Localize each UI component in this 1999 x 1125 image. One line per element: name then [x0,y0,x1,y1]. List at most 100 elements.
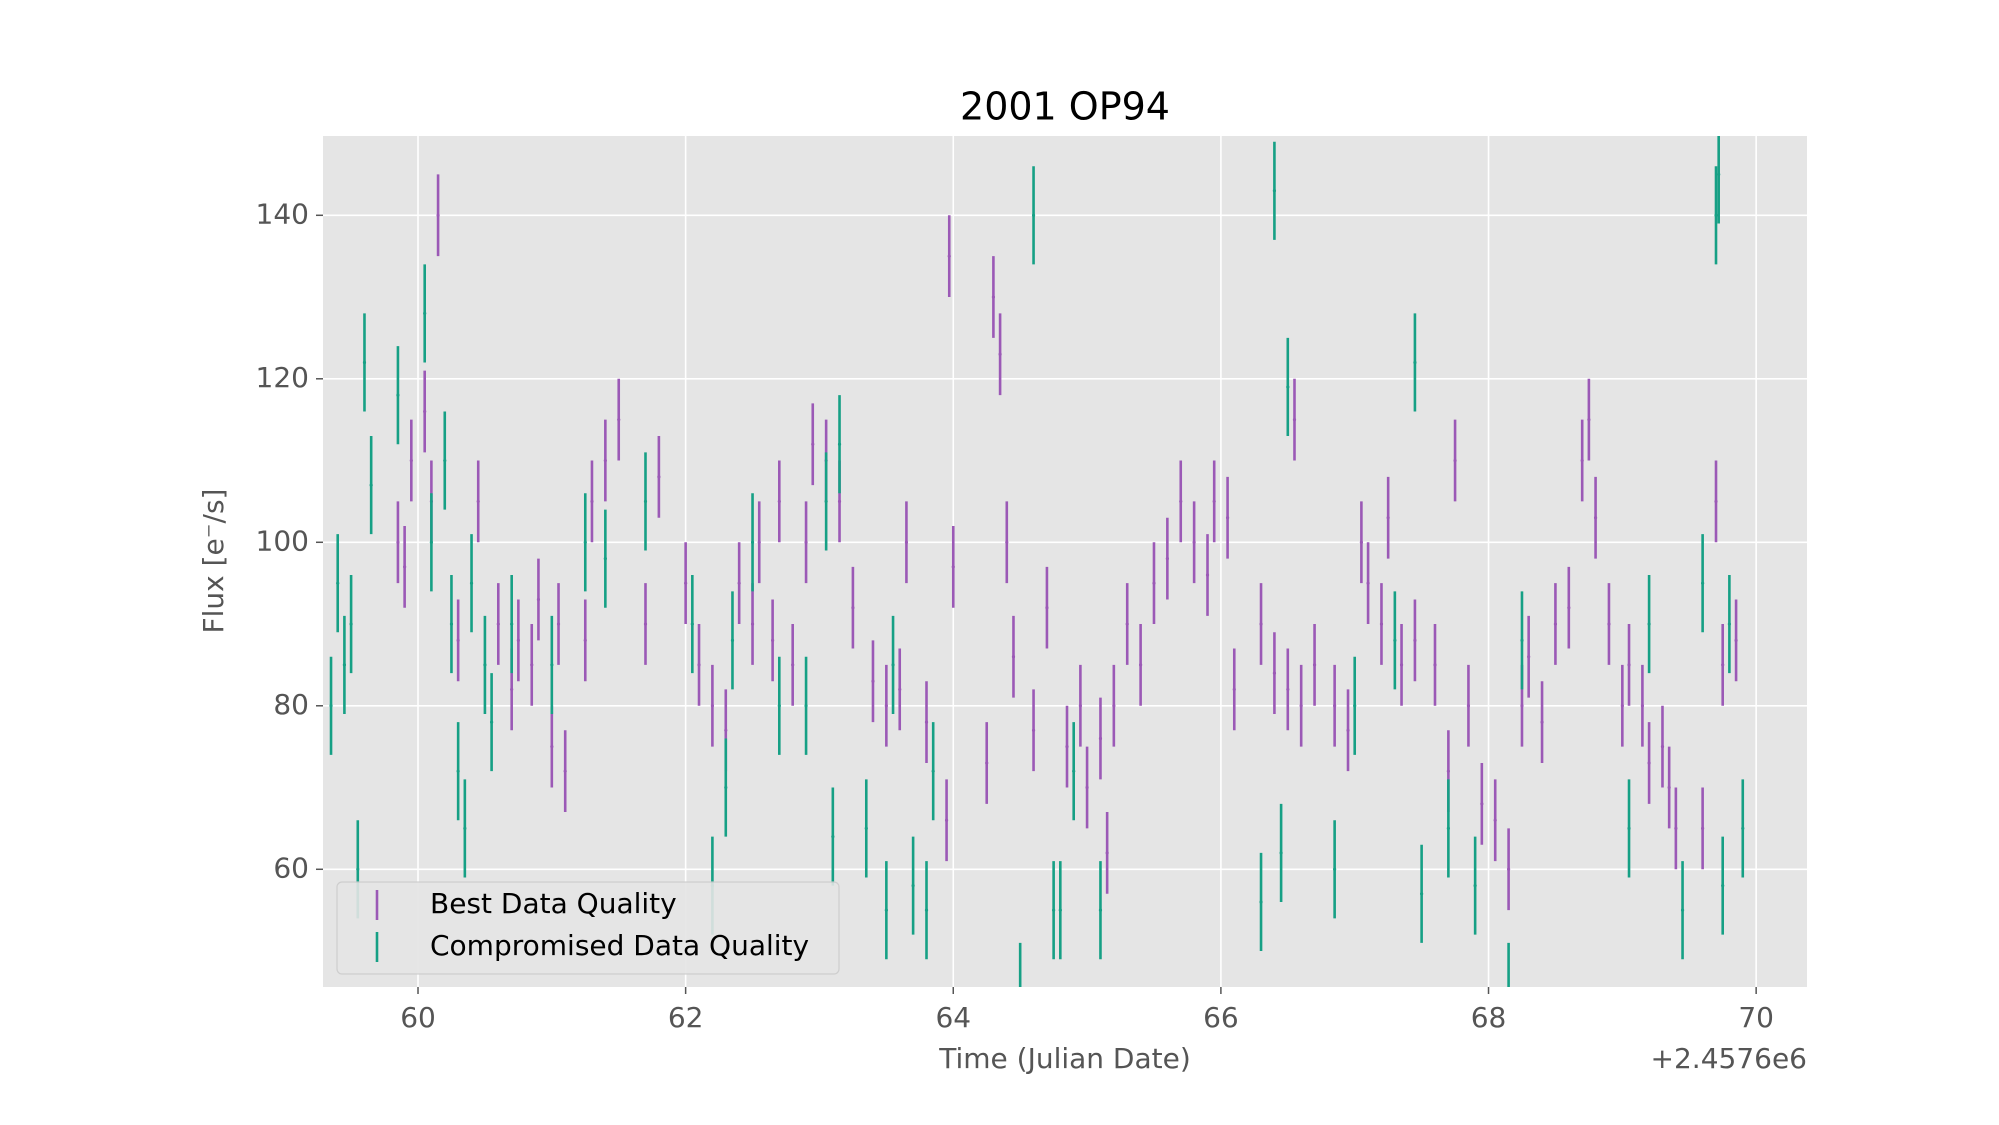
data-point [837,499,842,504]
data-point [777,499,781,504]
data-point [1741,826,1745,831]
data-point [811,442,815,446]
data-point [1721,663,1725,667]
data-point [1072,769,1076,773]
data-point [1647,622,1651,626]
data-point [757,540,761,544]
data-point [423,409,427,414]
data-point [1627,826,1631,831]
data-point [1413,360,1417,365]
data-point [985,761,989,765]
data-point [583,540,587,544]
data-point [1045,606,1049,610]
data-point [550,663,554,667]
data-point [516,638,520,642]
data-point [1366,581,1370,585]
data-point [884,704,888,708]
data-point [1701,581,1705,585]
data-point [1165,557,1169,561]
data-point [1098,908,1103,912]
data-point [603,557,607,561]
data-point [336,581,340,585]
data-point [851,606,855,610]
data-point [1112,704,1116,708]
data-point [1453,458,1457,463]
data-point [1179,499,1183,504]
data-point [1359,540,1363,544]
data-point [1640,704,1645,708]
data-point [1333,867,1337,871]
data-point [824,499,828,504]
data-point [1192,540,1196,544]
data-point [1286,687,1290,692]
data-point [1399,663,1404,667]
data-point [1734,638,1738,642]
data-point [1085,785,1089,790]
data-point [530,663,534,667]
data-point [804,704,808,708]
data-point [924,720,929,724]
legend-label: Compromised Data Quality [430,929,809,962]
data-point [951,565,955,569]
data-point [1587,418,1591,422]
data-point [643,499,648,504]
data-point [684,581,688,585]
data-point [898,687,902,692]
data-point [1446,769,1450,773]
data-point [590,499,594,504]
data-point [583,638,587,642]
data-point [1567,606,1571,610]
data-point [423,311,427,315]
data-point [947,254,951,258]
legend-label: Best Data Quality [430,887,677,920]
data-point [911,884,915,888]
x-tick-label: 60 [400,1001,436,1034]
data-point [1232,687,1236,692]
data-point [396,393,400,397]
data-point [1433,663,1437,667]
data-point [777,704,781,708]
data-point [924,908,929,912]
data-point [1727,622,1731,626]
data-point [737,581,741,585]
data-point [449,622,454,626]
data-point [1098,736,1103,741]
data-point [1005,540,1009,544]
data-point [724,728,728,732]
grid [323,136,1807,987]
data-point [944,818,949,822]
data-point [864,826,868,831]
data-point [1480,802,1484,806]
data-point [1540,720,1544,724]
data-point [1259,622,1263,626]
data-point [1520,704,1524,708]
y-tick-label: 140 [256,197,309,230]
data-point [1667,785,1671,790]
data-point [1593,516,1598,520]
data-point [1620,704,1624,708]
data-point [1212,499,1216,504]
data-point [496,622,500,626]
data-point [456,769,460,773]
x-tick-label: 64 [935,1001,971,1034]
data-point [1379,622,1384,626]
data-point [724,785,728,790]
data-point [884,908,888,912]
data-point [443,458,447,463]
data-point [1520,638,1524,642]
data-point [1286,385,1290,389]
data-point [362,360,367,365]
data-point [1420,892,1424,896]
data-point [904,540,909,544]
data-point [1466,704,1471,708]
data-point [1680,908,1685,912]
plot-background [323,136,1807,987]
data-point [556,622,561,626]
data-point [463,826,467,831]
data-point [1506,867,1511,871]
data-point [1701,826,1705,831]
data-point [750,622,755,626]
data-point [710,704,714,708]
